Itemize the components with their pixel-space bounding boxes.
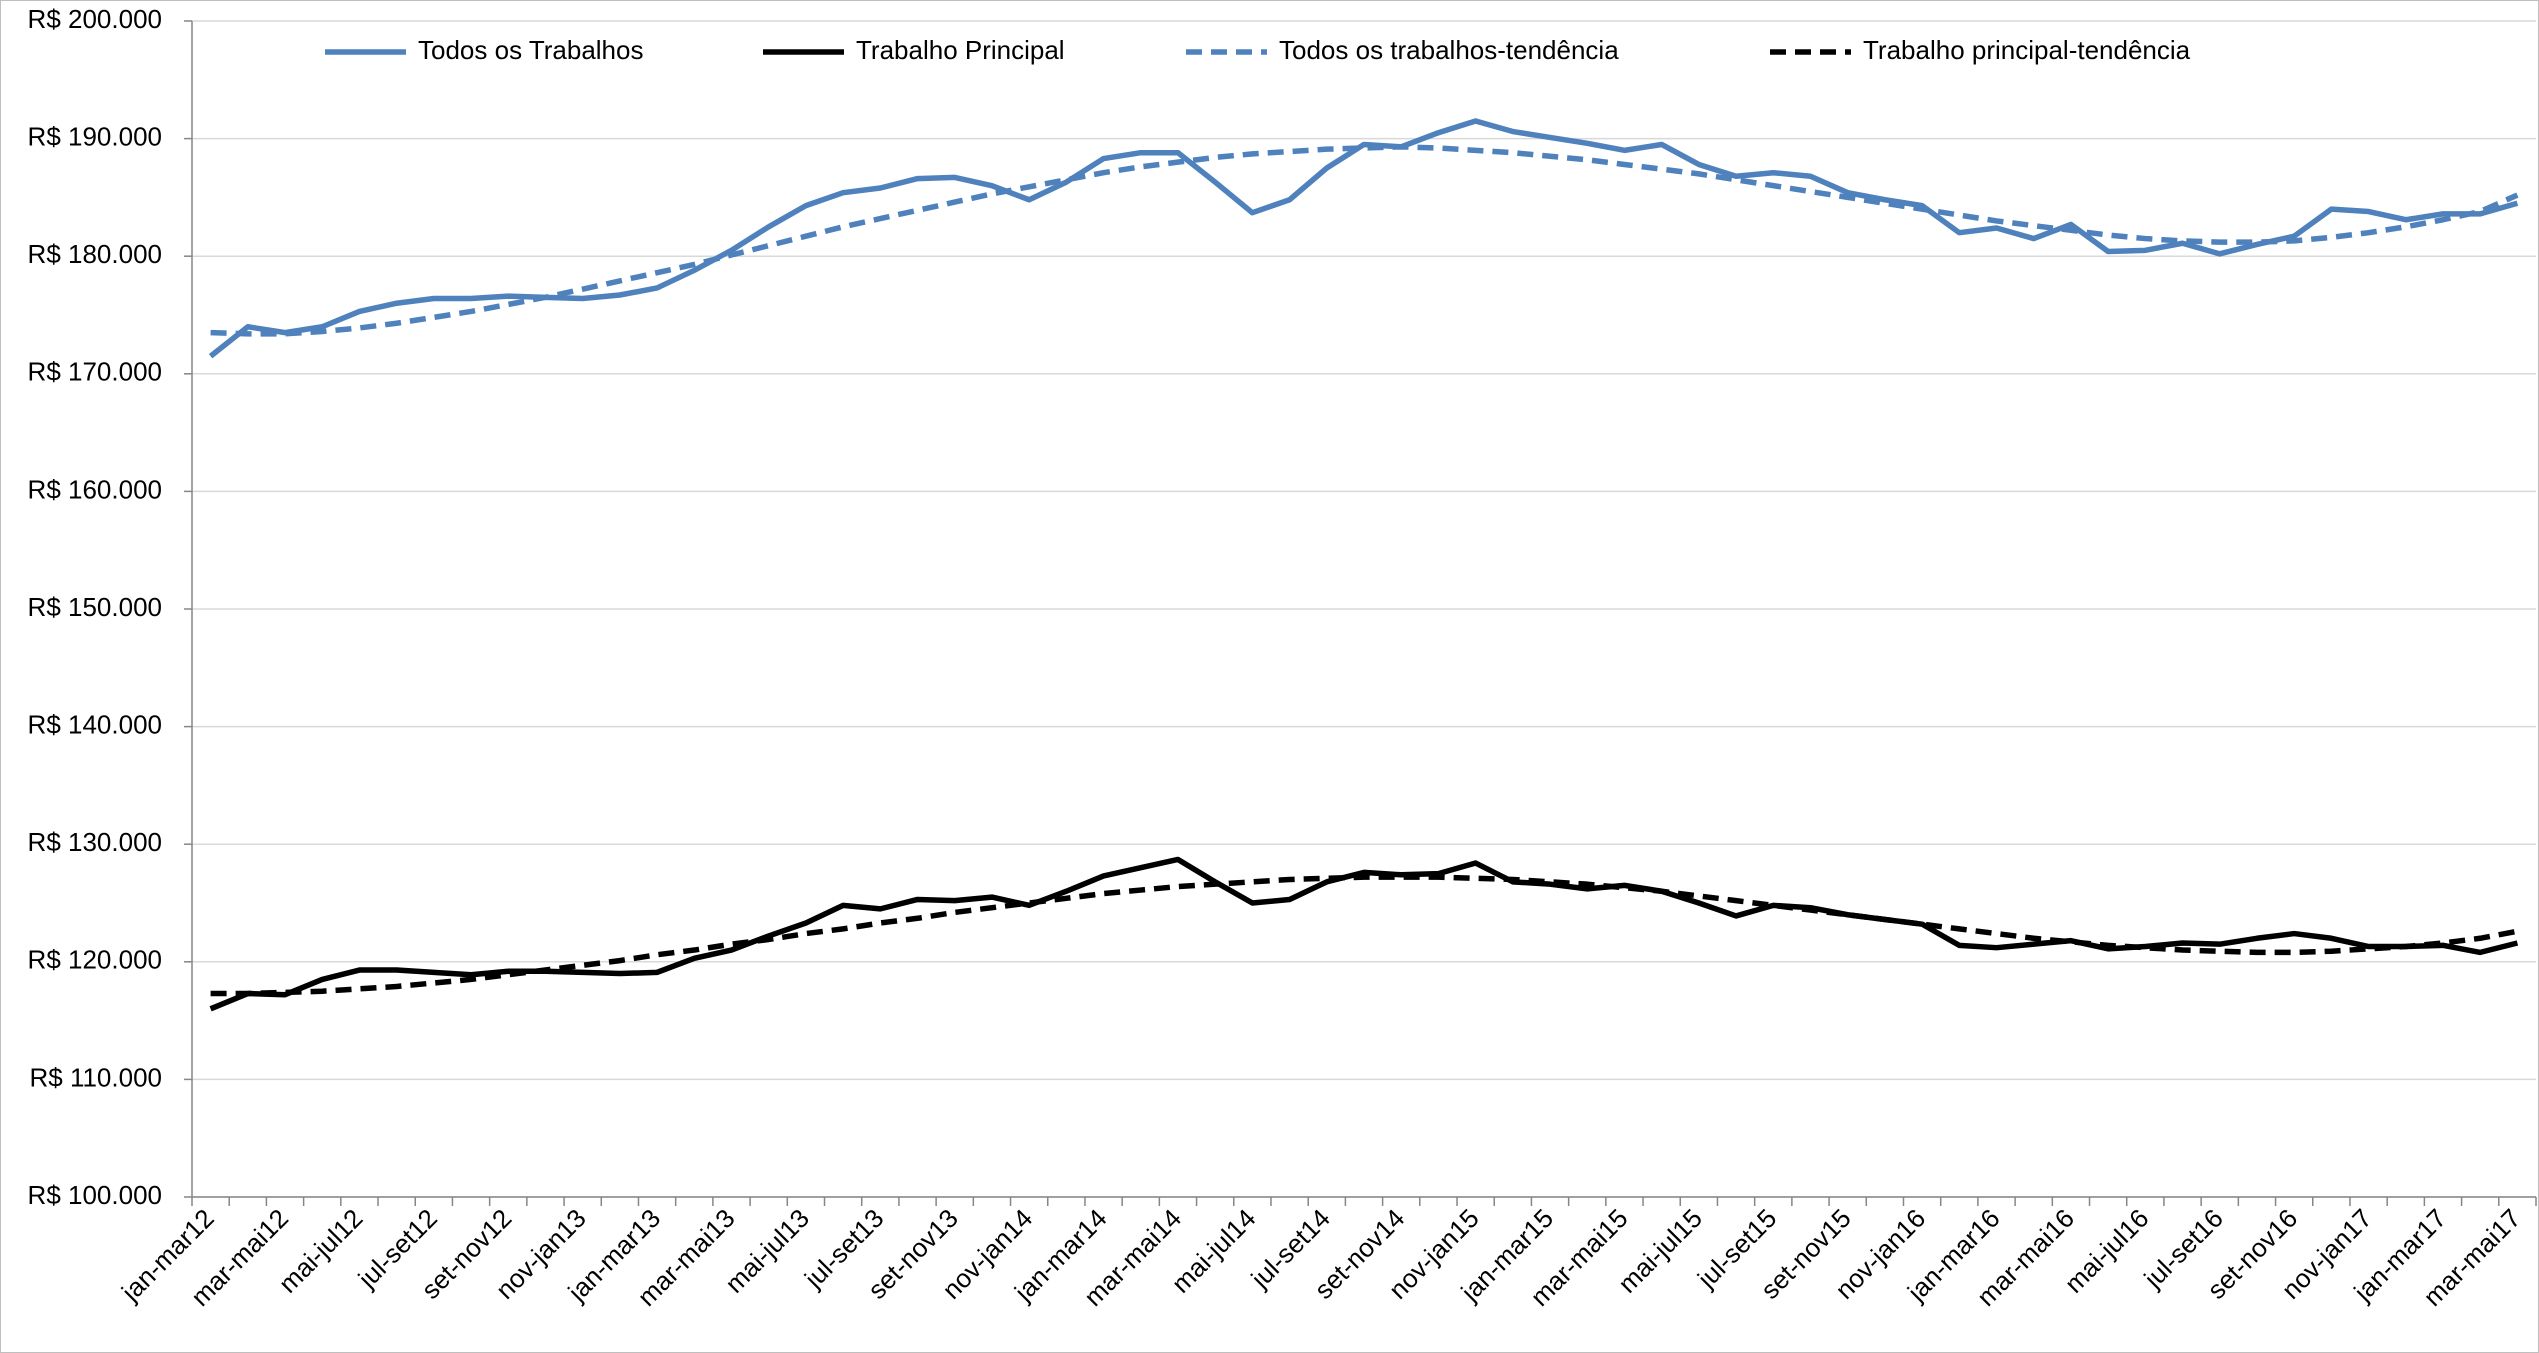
y-tick-label: R$ 100.000 xyxy=(28,1180,162,1210)
y-tick-label: R$ 190.000 xyxy=(28,121,162,151)
y-tick-label: R$ 110.000 xyxy=(29,1062,162,1092)
legend-label: Todos os trabalhos-tendência xyxy=(1279,35,1619,65)
legend-label: Todos os Trabalhos xyxy=(418,35,643,65)
series-line xyxy=(208,118,2519,359)
y-tick-label: R$ 120.000 xyxy=(28,945,162,975)
legend-label: Trabalho principal-tendência xyxy=(1863,35,2191,65)
y-tick-label: R$ 170.000 xyxy=(28,357,162,387)
legend-label: Trabalho Principal xyxy=(856,35,1065,65)
y-tick-label: R$ 160.000 xyxy=(28,474,162,504)
y-tick-label: R$ 180.000 xyxy=(28,239,162,269)
y-tick-label: R$ 130.000 xyxy=(28,827,162,857)
y-tick-label: R$ 200.000 xyxy=(28,4,162,34)
series-line xyxy=(210,874,2518,997)
series-line xyxy=(210,144,2519,337)
y-tick-label: R$ 140.000 xyxy=(28,709,162,739)
y-tick-label: R$ 150.000 xyxy=(28,592,162,622)
